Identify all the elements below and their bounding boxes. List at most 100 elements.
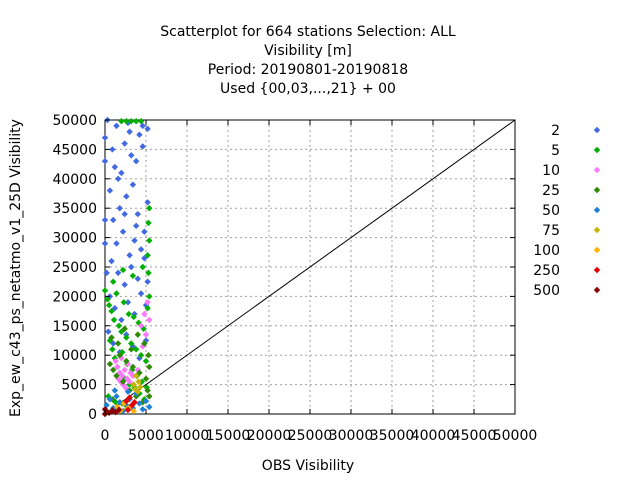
- data-point: [134, 331, 141, 338]
- data-point: [141, 228, 148, 235]
- data-point: [123, 193, 130, 200]
- data-point: [145, 269, 152, 277]
- data-point: [106, 337, 114, 344]
- legend-marker: [593, 286, 601, 294]
- data-point: [113, 393, 120, 400]
- data-point: [128, 152, 135, 159]
- data-point: [123, 357, 130, 365]
- data-point: [105, 393, 112, 400]
- data-point: [108, 257, 115, 265]
- legend-item-250: 250: [533, 263, 601, 279]
- data-point: [121, 210, 128, 218]
- data-point: [103, 269, 110, 277]
- legend-marker: [593, 266, 601, 274]
- title-line-2: Visibility [m]: [264, 43, 352, 59]
- data-point: [110, 216, 117, 224]
- legend-item-75: 75: [542, 223, 601, 239]
- data-point: [134, 210, 141, 218]
- diagonal-line: [104, 119, 516, 415]
- data-point: [139, 143, 146, 150]
- data-point: [114, 175, 122, 182]
- legend-label: 75: [542, 223, 560, 239]
- x-tick-label: 35000: [370, 428, 415, 444]
- data-point: [121, 281, 128, 288]
- data-point: [137, 352, 145, 359]
- data-point: [113, 290, 120, 297]
- data-point: [124, 299, 132, 306]
- x-tick-label: 25000: [288, 428, 333, 444]
- x-tick-label: 50000: [493, 428, 538, 444]
- data-point: [129, 372, 137, 379]
- data-point: [113, 372, 120, 379]
- data-point: [119, 372, 126, 379]
- data-point: [121, 366, 128, 374]
- legend-label: 2: [551, 123, 560, 139]
- legend-item-5: 5: [551, 143, 601, 159]
- series-250: [123, 394, 138, 414]
- legend-marker: [593, 126, 601, 134]
- grid-lines: [105, 120, 515, 414]
- data-point: [131, 399, 138, 406]
- data-point: [138, 378, 146, 385]
- data-point: [126, 378, 133, 385]
- data-point: [115, 322, 123, 329]
- data-point: [116, 205, 123, 212]
- data-point: [110, 316, 118, 324]
- data-point: [139, 343, 146, 350]
- y-tick-label: 0: [88, 407, 97, 423]
- data-point: [146, 403, 153, 411]
- data-point: [118, 354, 125, 362]
- data-point: [112, 357, 119, 365]
- data-point: [132, 390, 140, 397]
- data-point: [113, 240, 120, 247]
- data-point: [114, 363, 121, 371]
- data-point: [109, 146, 116, 153]
- data-point: [137, 322, 145, 329]
- series-2: [101, 116, 151, 362]
- legend-marker: [593, 146, 601, 154]
- x-tick-label: 10000: [165, 428, 210, 444]
- legend-label: 25: [542, 183, 560, 199]
- data-point: [129, 181, 137, 188]
- y-tick-label: 35000: [52, 201, 97, 217]
- data-point: [134, 275, 141, 282]
- y-tick-label: 40000: [52, 172, 97, 188]
- data-point: [137, 246, 145, 253]
- data-point: [116, 352, 123, 359]
- data-point: [101, 134, 109, 141]
- data-point: [120, 299, 128, 306]
- data-point: [124, 406, 132, 414]
- data-point: [114, 340, 122, 347]
- data-point: [123, 397, 130, 405]
- data-point: [121, 140, 128, 147]
- data-point: [146, 293, 153, 300]
- chart-title: Scatterplot for 664 stations Selection: …: [160, 24, 456, 97]
- data-point: [130, 407, 137, 415]
- data-point: [125, 310, 132, 318]
- data-point: [114, 269, 122, 277]
- data-point: [144, 299, 151, 306]
- data-point: [128, 340, 135, 347]
- title-line-1: Scatterplot for 664 stations Selection: …: [160, 24, 456, 40]
- data-point: [113, 122, 120, 130]
- y-axis-label: Exp_ew_c43_ps_netatmo_v1_25D Visibility: [8, 119, 24, 417]
- data-point: [123, 334, 130, 341]
- y-tick-label: 15000: [52, 319, 97, 335]
- data-point: [132, 372, 140, 379]
- data-point: [126, 252, 133, 259]
- data-point: [142, 357, 150, 365]
- y-tick-label: 10000: [52, 348, 97, 364]
- data-point: [126, 394, 133, 401]
- data-point: [110, 278, 117, 285]
- data-point: [139, 263, 146, 271]
- data-point: [115, 406, 123, 414]
- data-point: [106, 187, 114, 194]
- data-point: [144, 304, 151, 312]
- data-point: [128, 117, 135, 125]
- y-tick-label: 5000: [61, 378, 97, 394]
- legend-marker: [593, 186, 601, 194]
- legend-item-10: 10: [542, 163, 601, 179]
- legend-label: 100: [533, 243, 560, 259]
- data-point: [129, 363, 137, 371]
